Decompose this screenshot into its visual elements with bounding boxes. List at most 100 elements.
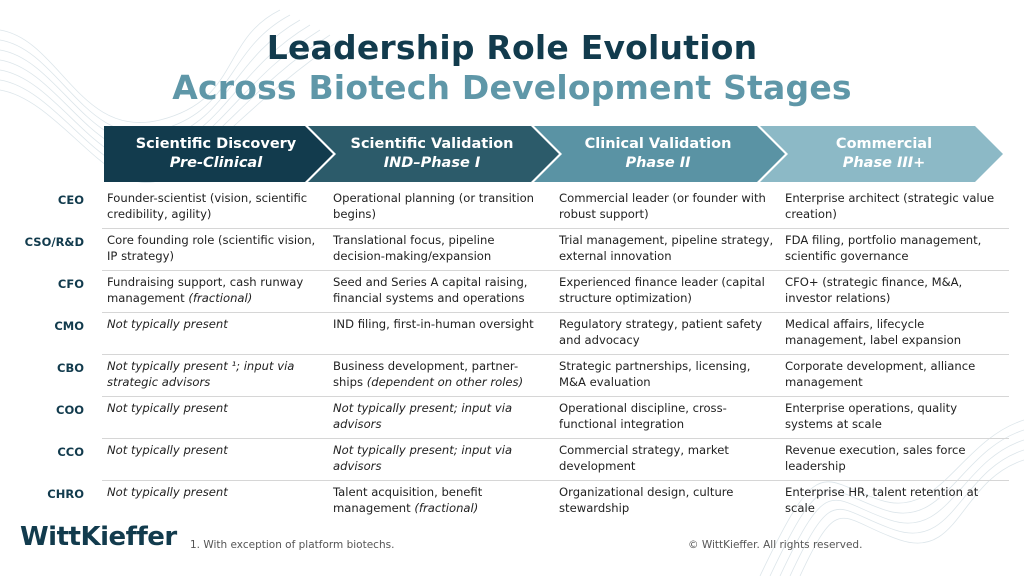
cell-text: Commercial leader (or founder with robus… [559,191,766,221]
table-cell: Enterprise operations, quality systems a… [785,401,1000,432]
row-divider [102,354,1009,355]
role-label: CCO [57,445,84,459]
cell-text: CFO+ (strategic finance, M&A, investor r… [785,275,963,305]
table-row: CHRO Not typically present Talent acquisit… [0,480,1024,522]
table-cell: Commercial leader (or founder with robus… [559,191,774,222]
table-cell: Enterprise HR, talent retention at scale [785,485,1000,516]
cell-text: Strategic partnerships, licensing, M&A e… [559,359,751,389]
cell-italic-text: Not typically present [107,317,228,331]
row-divider [102,228,1009,229]
cell-italic-text: Not typically present [107,401,228,415]
table-row: CFO Fundraising support, cash runway mana… [0,270,1024,312]
role-label: CSO/R&D [24,235,84,249]
cell-text: Experienced finance leader (capital stru… [559,275,765,305]
cell-text: Operational planning (or transition begi… [333,191,535,221]
stage-4-sub: Phase III+ [842,155,926,171]
table-cell: Translational focus, pipeline decision-m… [333,233,548,264]
table-cell: Experienced finance leader (capital stru… [559,275,774,306]
title-line-2: Across Biotech Development Stages [172,68,852,107]
table-cell: Not typically present [107,443,322,459]
stage-chevron-bar: Scientific Discovery Pre-Clinical Scient… [0,126,1024,182]
table-cell: Organizational design, culture stewardsh… [559,485,774,516]
stage-1: Scientific Discovery Pre-Clinical [104,126,328,182]
role-label: CEO [57,193,84,207]
stage-chevron-1 [104,126,333,182]
role-label: CMO [54,319,84,333]
cell-text: Core founding role (scientific vision, I… [107,233,316,263]
cell-text: Enterprise architect (strategic value cr… [785,191,995,221]
stage-2: Scientific Validation IND–Phase I [320,126,544,182]
page-title: Leadership Role Evolution Across Biotech… [0,28,1024,108]
cell-text: FDA filing, portfolio management, scient… [785,233,982,263]
table-cell: Seed and Series A capital raising, finan… [333,275,548,306]
table-row: CCO Not typically present Not typically pr… [0,438,1024,480]
cell-italic-text: (fractional) [188,290,253,305]
row-divider [102,396,1009,397]
cell-italic-text: Not typically present [107,443,228,457]
table-cell: Medical affairs, lifecycle management, l… [785,317,1000,348]
stage-chevron-2 [308,126,559,182]
stage-chevrons [104,126,1003,182]
copyright: © WittKieffer. All rights reserved. [688,539,863,551]
wittkieffer-logo: WittKieffer [20,522,177,552]
cell-text: Seed and Series A capital raising, finan… [333,275,528,305]
row-divider [102,312,1009,313]
cell-italic-text: Not typically present; input via advisor… [333,443,513,473]
table-cell: Operational discipline, cross-functional… [559,401,774,432]
row-divider [102,438,1009,439]
cell-text: Organizational design, culture stewardsh… [559,485,734,515]
cell-text: Enterprise HR, talent retention at scale [785,485,979,515]
table-cell: Enterprise architect (strategic value cr… [785,191,1000,222]
table-row: CEO Founder-scientist (vision, scientific… [0,186,1024,228]
stage-4: Commercial Phase III+ [772,126,996,182]
cell-text: Talent acquisition, benefit management [333,485,483,515]
cell-text: Operational discipline, cross-functional… [559,401,727,431]
role-label: CBO [57,361,84,375]
table-cell: Fundraising support, cash runway managem… [107,275,322,306]
stage-2-name: Scientific Validation [350,136,514,152]
table-cell: Talent acquisition, benefit management (… [333,485,548,516]
table-cell: Regulatory strategy, patient safety and … [559,317,774,348]
table-row: CBO Not typically present ¹; input via st… [0,354,1024,396]
table-cell: Operational planning (or transition begi… [333,191,548,222]
cell-text: Revenue execution, sales force leadershi… [785,443,966,473]
table-cell: Not typically present; input via advisor… [333,443,548,474]
stage-chevron-3 [534,126,785,182]
table-cell: Not typically present [107,317,322,333]
table-cell: Corporate development, alliance manageme… [785,359,1000,390]
cell-text: Commercial strategy, market development [559,443,729,473]
stage-3-name: Clinical Validation [584,136,732,152]
stage-3-sub: Phase II [625,155,691,171]
table-cell: Revenue execution, sales force leadershi… [785,443,1000,474]
cell-italic-text: Not typically present [107,485,228,499]
table-cell: Not typically present [107,485,322,501]
table-row: COO Not typically present Not typically pr… [0,396,1024,438]
row-divider [102,480,1009,481]
cell-italic-text: (dependent on other roles) [366,374,524,389]
cell-text: Enterprise operations, quality systems a… [785,401,958,431]
table-cell: IND filing, first-in-human oversight [333,317,548,333]
table-cell: Core founding role (scientific vision, I… [107,233,322,264]
table-cell: CFO+ (strategic finance, M&A, investor r… [785,275,1000,306]
title-line-1: Leadership Role Evolution [266,28,758,67]
stage-3: Clinical Validation Phase II [546,126,770,182]
table-row: CSO/R&D Core founding role (scientific vi… [0,228,1024,270]
stage-4-name: Commercial [835,136,933,152]
role-label: CFO [57,277,84,291]
table-cell: Strategic partnerships, licensing, M&A e… [559,359,774,390]
cell-text: Regulatory strategy, patient safety and … [559,317,763,347]
table-cell: Not typically present; input via advisor… [333,401,548,432]
cell-text: IND filing, first-in-human oversight [333,317,534,331]
cell-text: Corporate development, alliance manageme… [785,359,976,389]
table-cell: Not typically present [107,401,322,417]
cell-italic-text: (fractional) [414,500,479,515]
footnote: 1. With exception of platform biotechs. [190,539,395,551]
cell-text: Founder-scientist (vision, scientific cr… [107,191,308,221]
role-label: CHRO [47,487,84,501]
stage-2-sub: IND–Phase I [383,155,481,171]
row-divider [102,270,1009,271]
cell-text: Business development, partner-ships [333,359,519,389]
stage-1-sub: Pre-Clinical [169,155,263,171]
table-cell: Founder-scientist (vision, scientific cr… [107,191,322,222]
table-row: CMO Not typically present IND filing, firs… [0,312,1024,354]
